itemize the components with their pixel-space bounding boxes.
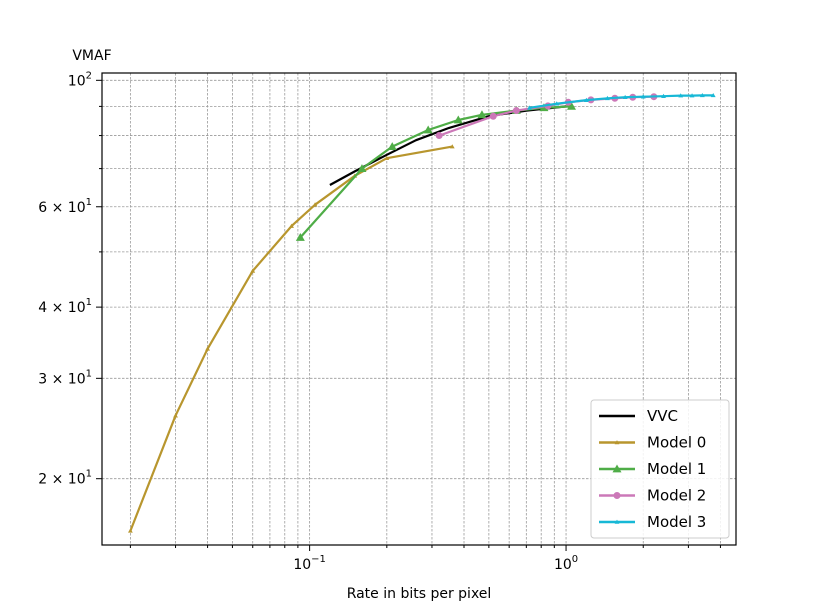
legend-item: VVC (599, 407, 678, 425)
series-model-3 (527, 92, 716, 110)
data-point (423, 125, 433, 134)
y-tick-label: 4 × 101 (38, 297, 92, 316)
y-tick-label: 3 × 101 (38, 368, 92, 387)
grid (102, 73, 736, 545)
legend-item: Model 1 (599, 460, 706, 478)
data-point (678, 93, 684, 98)
data-point (387, 142, 397, 150)
legend-label: Model 0 (647, 434, 706, 452)
y-tick-label: 6 × 101 (38, 197, 92, 216)
plot-frame (101, 72, 737, 546)
legend-marker (614, 440, 620, 445)
data-point (435, 132, 443, 140)
legend-item: Model 3 (599, 513, 706, 531)
legend-box (590, 399, 730, 539)
data-point (205, 346, 210, 351)
data-point (384, 155, 390, 161)
data-point (512, 107, 520, 115)
legend-item: Model 0 (599, 434, 706, 452)
data-point (699, 92, 705, 98)
data-point (640, 94, 646, 99)
x-axis-label: Rate in bits per pixel (347, 586, 492, 602)
data-point (449, 144, 455, 149)
y-tick-label: 102 (68, 70, 92, 89)
data-point (453, 115, 463, 124)
legend-label: Model 1 (647, 460, 706, 478)
data-point (127, 528, 133, 533)
data-point (477, 110, 487, 119)
data-point (295, 232, 305, 241)
data-point (554, 101, 560, 106)
y-axis-label: VMAF (72, 48, 111, 64)
legend-label: Model 3 (647, 513, 706, 531)
data-point (583, 97, 589, 102)
series-model-0 (127, 144, 455, 533)
legend: VVC Model 0 Model 1 Model 2 Model 3 (590, 399, 730, 539)
series-layer (127, 92, 716, 533)
data-point (357, 164, 367, 172)
data-point (527, 105, 532, 110)
data-point (605, 95, 610, 101)
y-tick-label: 2 × 101 (38, 469, 92, 488)
x-tick-label: 10−1 (293, 554, 326, 573)
data-point (312, 202, 318, 207)
data-point (489, 112, 497, 120)
legend-item: Model 2 (599, 487, 706, 505)
data-point (689, 93, 695, 98)
legend-marker (613, 492, 621, 499)
data-point (173, 413, 178, 418)
data-point (289, 223, 294, 228)
data-point (250, 268, 256, 273)
data-point (566, 101, 576, 110)
legend-label: Model 2 (647, 487, 706, 505)
legend-label: VVC (647, 407, 678, 425)
data-point (622, 94, 628, 100)
x-tick-label: 100 (554, 554, 578, 573)
legend-marker (612, 464, 622, 473)
ticks: 10−1 100 2 × 101 3 × 101 4 × 101 6 × 101 102 (38, 70, 721, 573)
data-point (710, 92, 716, 98)
data-point (661, 93, 666, 98)
legend-marker (614, 519, 620, 524)
